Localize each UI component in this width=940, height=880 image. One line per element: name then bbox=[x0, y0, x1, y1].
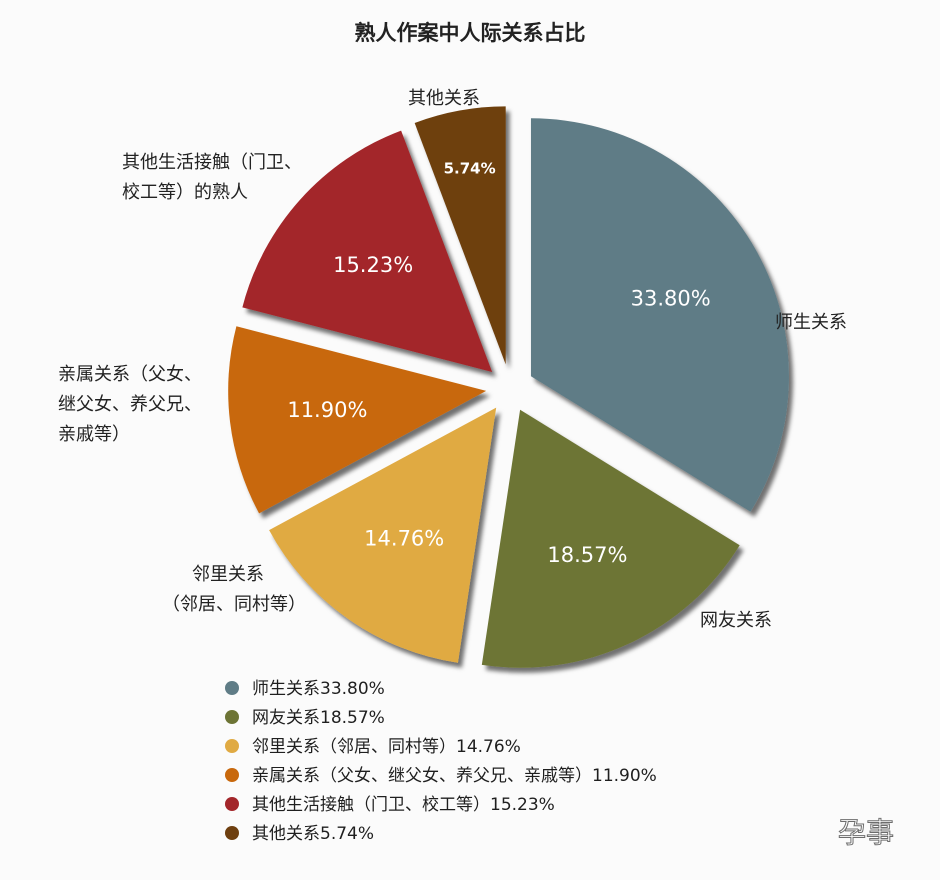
slice-callout-label: 师生关系 bbox=[775, 312, 847, 333]
legend-swatch bbox=[225, 710, 239, 724]
chart-title: 熟人作案中人际关系占比 bbox=[355, 21, 586, 45]
pie-slice bbox=[481, 409, 740, 668]
legend-entry: 其他生活接触（门卫、校工等）15.23% bbox=[252, 795, 555, 815]
slice-value-label: 15.23% bbox=[333, 253, 413, 277]
legend-entry: 邻里关系（邻居、同村等）14.76% bbox=[252, 737, 521, 757]
pie-slice bbox=[414, 106, 506, 365]
slice-value-label: 33.80% bbox=[631, 286, 711, 310]
pie-slice bbox=[269, 407, 497, 663]
slice-callout-label: 其他生活接触（门卫、校工等）的熟人 bbox=[122, 152, 302, 203]
legend-entry: 其他关系5.74% bbox=[252, 824, 374, 844]
slice-callout-label: 其他关系 bbox=[408, 88, 480, 109]
legend-entry: 亲属关系（父女、继父女、养父兄、亲戚等）11.90% bbox=[252, 766, 657, 786]
watermark: 孕事 bbox=[838, 816, 894, 849]
legend-swatch bbox=[225, 797, 239, 811]
legend-entry: 网友关系18.57% bbox=[252, 708, 385, 728]
slice-value-label: 11.90% bbox=[287, 398, 367, 422]
pie-slice bbox=[228, 326, 487, 514]
slice-callout-label: 网友关系 bbox=[700, 610, 772, 631]
slice-callout-label: 邻里关系（邻居、同村等） bbox=[162, 564, 306, 615]
pie-slice bbox=[530, 118, 789, 512]
pie-slice bbox=[242, 130, 493, 372]
legend-entry: 师生关系33.80% bbox=[252, 679, 385, 699]
legend-swatch bbox=[225, 826, 239, 840]
legend-swatch bbox=[225, 681, 239, 695]
slice-value-label: 5.74% bbox=[444, 159, 496, 177]
legend-swatch bbox=[225, 768, 239, 782]
slice-callout-label: 亲属关系（父女、继父女、养父兄、亲戚等） bbox=[58, 364, 202, 445]
percent-labels: 33.80% 18.57% 14.76% 11.90% 15.23% 5.74% bbox=[287, 159, 710, 566]
pie-slices bbox=[228, 106, 789, 668]
legend: 师生关系33.80% 网友关系18.57% 邻里关系（邻居、同村等）14.76% 亲属… bbox=[225, 679, 657, 844]
slice-value-label: 14.76% bbox=[364, 527, 444, 551]
slice-value-label: 18.57% bbox=[547, 543, 627, 567]
legend-swatch bbox=[225, 739, 239, 753]
